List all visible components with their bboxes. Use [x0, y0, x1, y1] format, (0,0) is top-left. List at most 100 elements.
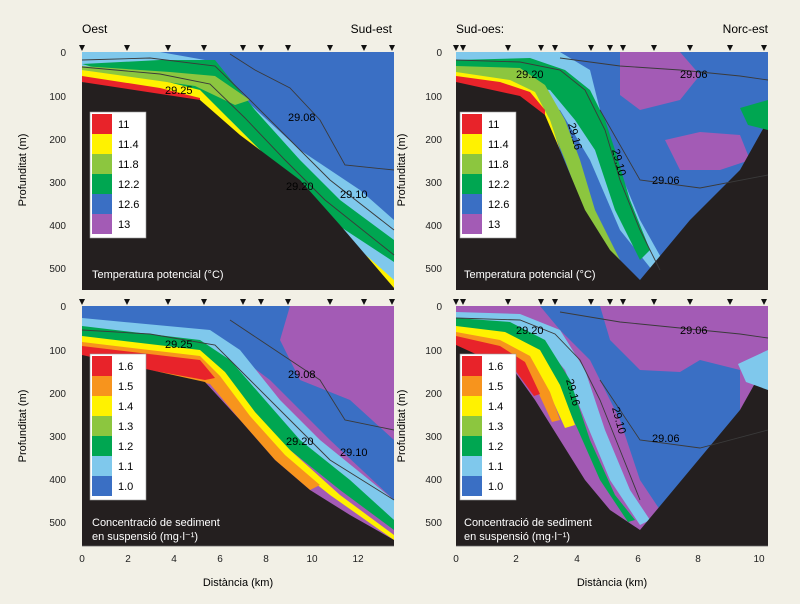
legend-label: 12.6	[118, 199, 139, 211]
station-marker	[124, 299, 130, 305]
station-marker	[620, 45, 626, 51]
station-marker	[79, 299, 85, 305]
station-marker	[505, 45, 511, 51]
station-marker	[761, 299, 767, 305]
panel-title-line2: en suspensió (mg·l⁻¹)	[92, 531, 198, 543]
legend-label: 1.3	[118, 421, 133, 433]
y-axis-title: Profunditat (m)	[17, 390, 29, 463]
legend-label: 1.0	[488, 481, 503, 493]
station-marker	[285, 299, 291, 305]
station-markers	[79, 299, 395, 305]
station-marker	[285, 45, 291, 51]
station-marker	[201, 45, 207, 51]
legend-label: 11	[488, 119, 499, 131]
contour-label: 29.06	[680, 69, 708, 81]
station-marker	[651, 45, 657, 51]
green-band	[456, 318, 635, 522]
panel-sed-west: 29.25 29.08 29.20 29.10 1.6 1.5 1.4 1.3 …	[79, 299, 395, 546]
legend-label: 12.6	[488, 199, 509, 211]
y-axis-title: Profunditat (m)	[396, 134, 408, 207]
contour-label: 29.25	[165, 85, 193, 97]
legend-label: 11	[118, 119, 129, 131]
purple-band	[160, 52, 394, 220]
y-tick-label: 200	[49, 135, 66, 146]
panel-title-line1: Concentració de sediment	[92, 517, 220, 529]
teal-eddy	[738, 350, 768, 390]
green-band	[456, 58, 650, 260]
x-tick-label: 8	[695, 554, 701, 565]
station-markers	[453, 299, 767, 305]
contour-line	[229, 53, 395, 171]
direction-start-left: Oest	[82, 22, 108, 36]
y-tick-label: 500	[49, 518, 66, 529]
station-marker	[460, 45, 466, 51]
legend-label: 12.2	[118, 179, 139, 191]
station-marker	[327, 299, 333, 305]
station-marker	[201, 299, 207, 305]
panel-title-line1: Concentració de sediment	[464, 517, 592, 529]
x-tick-label: 0	[453, 554, 459, 565]
x-tick-label: 2	[513, 554, 519, 565]
seafloor	[82, 82, 394, 290]
legend-label: 13	[488, 219, 500, 231]
station-marker	[327, 45, 333, 51]
x-tick-label: 2	[125, 554, 131, 565]
y-tick-label: 500	[425, 264, 442, 275]
panel-title: Temperatura potencial (°C)	[464, 269, 596, 281]
purple-patch	[665, 132, 750, 170]
contour-line	[81, 329, 395, 501]
contour-line	[559, 311, 769, 339]
contour-line	[599, 379, 769, 449]
station-marker	[453, 45, 459, 51]
legend-label: 1.1	[488, 461, 503, 473]
contour-line	[229, 319, 395, 431]
station-marker	[538, 45, 544, 51]
legend: 1.6 1.5 1.4 1.3 1.2 1.1 1.0	[89, 353, 147, 501]
panel-sed-southwest: 29.20 29.06 29.06 29.16 29.10 1.6 1.5 1.…	[453, 299, 769, 546]
x-tick-label: 10	[306, 554, 318, 565]
legend-label: 1.5	[488, 381, 503, 393]
contour-label: 29.06	[680, 325, 708, 337]
y-tick-label: 100	[49, 346, 66, 357]
direction-end-left: Sud-est	[351, 22, 393, 36]
red-band	[456, 336, 540, 396]
contour-label: 29.10	[340, 447, 368, 459]
contour-label: 29.10	[340, 189, 368, 201]
legend-label: 1.3	[488, 421, 503, 433]
legend-label: 12.2	[488, 179, 509, 191]
station-marker	[361, 299, 367, 305]
contour-line	[81, 66, 395, 256]
contour-label: 29.20	[516, 325, 544, 337]
panel-temp-west: 29.25 29.08 29.20 29.10 11 11.4 11.8 12.…	[79, 45, 395, 290]
y-tick-label: 400	[425, 221, 442, 232]
legend: 11 11.4 11.8 12.2 12.6 13	[89, 111, 147, 239]
station-marker	[538, 299, 544, 305]
panel-temp-southwest: 29.20 29.06 29.06 29.16 29.10 11 11.4 11…	[453, 45, 769, 290]
station-marker	[165, 299, 171, 305]
contour-line	[455, 317, 641, 501]
y-tick-label: 0	[436, 48, 442, 59]
light-green-band	[82, 66, 250, 105]
station-marker	[727, 45, 733, 51]
station-marker	[727, 299, 733, 305]
seafloor	[456, 82, 768, 290]
x-tick-label: 4	[171, 554, 177, 565]
legend-label: 11.8	[118, 159, 139, 171]
legend-label: 1.0	[118, 481, 133, 493]
contour-label: 29.20	[516, 69, 544, 81]
station-marker	[389, 299, 395, 305]
y-axis-title: Profunditat (m)	[396, 390, 408, 463]
station-marker	[588, 45, 594, 51]
y-tick-label: 200	[49, 389, 66, 400]
station-marker	[552, 299, 558, 305]
legend-label: 1.6	[118, 361, 133, 373]
legend: 1.6 1.5 1.4 1.3 1.2 1.1 1.0	[459, 353, 517, 501]
contour-line	[81, 57, 395, 231]
contour-line	[455, 59, 661, 271]
station-marker	[620, 299, 626, 305]
legend-label: 11.4	[488, 139, 509, 151]
contour-label: 29.20	[286, 436, 314, 448]
station-marker	[165, 45, 171, 51]
y-tick-label: 500	[425, 518, 442, 529]
x-tick-label: 6	[217, 554, 223, 565]
